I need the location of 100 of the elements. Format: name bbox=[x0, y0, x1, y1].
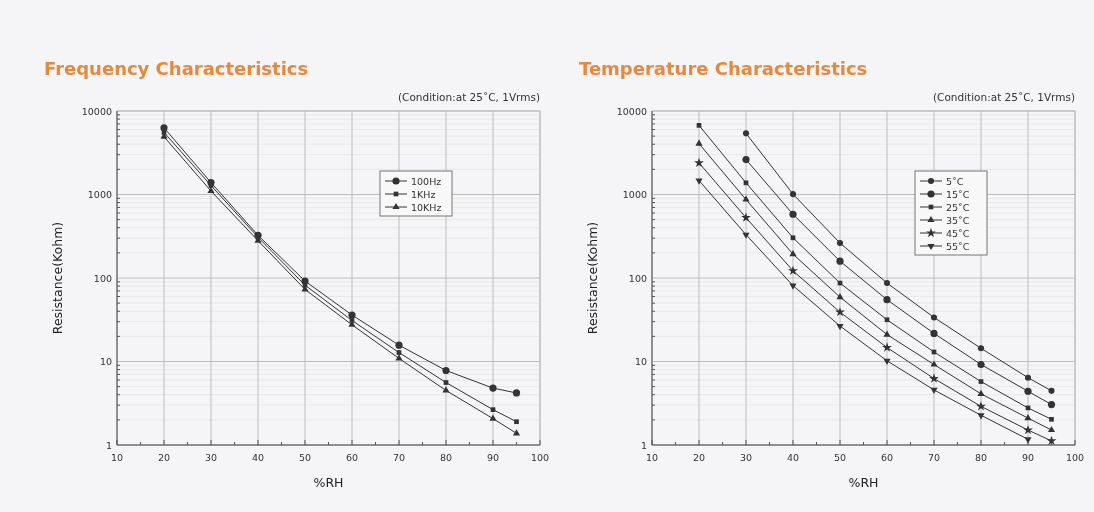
legend-label: 25˚C bbox=[946, 201, 970, 213]
chart-title: Temperature Characteristics bbox=[579, 58, 868, 79]
x-tick-label: 10 bbox=[110, 452, 124, 463]
x-tick-label: 20 bbox=[692, 452, 706, 463]
point bbox=[743, 180, 749, 186]
point bbox=[512, 429, 521, 436]
point bbox=[442, 386, 450, 393]
legend-label: 100Hz bbox=[411, 175, 442, 187]
point bbox=[977, 345, 985, 352]
y-axis-title: Resistance(Kohm) bbox=[50, 221, 65, 335]
y-tick-label: 1000 bbox=[87, 189, 112, 200]
legend-label: 10KHz bbox=[411, 201, 442, 213]
y-tick-label: 10000 bbox=[616, 105, 647, 117]
x-tick-label: 70 bbox=[927, 452, 941, 463]
point bbox=[348, 311, 356, 319]
x-tick-label: 20 bbox=[157, 452, 171, 463]
y-tick-label: 1000 bbox=[622, 189, 647, 200]
point bbox=[489, 414, 497, 421]
point bbox=[207, 186, 215, 194]
point bbox=[741, 212, 751, 222]
point bbox=[977, 389, 985, 396]
point bbox=[836, 293, 844, 300]
y-tick-label: 1 bbox=[105, 439, 112, 451]
x-axis-title: %RH bbox=[313, 475, 344, 490]
x-tick-label: 50 bbox=[833, 452, 847, 463]
point bbox=[1049, 416, 1054, 422]
y-tick-label: 100 bbox=[628, 272, 647, 284]
legend-label: 15˚C bbox=[946, 188, 970, 200]
point bbox=[789, 210, 797, 218]
chart-subtitle: (Condition:at 25˚C, 1Vrms) bbox=[397, 91, 540, 103]
x-tick-label: 30 bbox=[739, 452, 753, 463]
point bbox=[695, 139, 703, 146]
point bbox=[1046, 435, 1057, 446]
y-tick-label: 100 bbox=[93, 272, 112, 284]
legend-label: 55˚C bbox=[946, 240, 970, 252]
point bbox=[1047, 425, 1056, 433]
x-tick-label: 30 bbox=[204, 452, 218, 463]
y-tick-label: 10000 bbox=[81, 105, 112, 117]
x-tick-label: 90 bbox=[1021, 452, 1035, 463]
point bbox=[836, 257, 844, 265]
x-tick-label: 70 bbox=[392, 452, 406, 463]
point bbox=[930, 314, 938, 321]
x-tick-label: 60 bbox=[345, 452, 359, 463]
point bbox=[742, 130, 750, 137]
y-tick-label: 10 bbox=[634, 356, 647, 367]
point bbox=[788, 265, 798, 275]
point bbox=[694, 157, 704, 168]
x-tick-label: 80 bbox=[439, 452, 453, 463]
chart-subtitle: (Condition:at 25˚C, 1Vrms) bbox=[932, 91, 1075, 103]
point bbox=[929, 373, 939, 383]
point bbox=[1024, 413, 1032, 421]
x-tick-label: 80 bbox=[974, 452, 988, 463]
x-tick-label: 90 bbox=[486, 452, 500, 463]
point bbox=[514, 419, 519, 425]
x-tick-label: 40 bbox=[251, 452, 265, 463]
point bbox=[1023, 424, 1033, 435]
point bbox=[1047, 400, 1056, 409]
point bbox=[883, 280, 891, 287]
point bbox=[1048, 387, 1055, 394]
x-tick-label: 100 bbox=[530, 452, 550, 463]
point bbox=[395, 341, 403, 349]
y-axis-title: Resistance(Kohm) bbox=[585, 221, 600, 335]
legend-label: 1KHz bbox=[411, 188, 436, 200]
point bbox=[695, 178, 703, 185]
point bbox=[882, 342, 892, 352]
legend-label: 35˚C bbox=[946, 214, 970, 226]
x-tick-label: 10 bbox=[645, 452, 659, 463]
point bbox=[978, 379, 984, 384]
chart-title: Frequency Characteristics bbox=[44, 58, 309, 79]
point bbox=[930, 387, 938, 395]
x-tick-label: 100 bbox=[1065, 452, 1085, 463]
point bbox=[1024, 387, 1032, 395]
x-tick-label: 40 bbox=[786, 452, 800, 463]
x-tick-label: 60 bbox=[880, 452, 894, 463]
point bbox=[976, 401, 986, 411]
point bbox=[836, 240, 844, 247]
point bbox=[789, 250, 797, 257]
point bbox=[396, 350, 402, 355]
point bbox=[490, 407, 496, 412]
legend-label: 45˚C bbox=[946, 227, 970, 239]
point bbox=[443, 380, 449, 385]
point bbox=[790, 235, 796, 241]
point bbox=[930, 329, 938, 338]
point bbox=[930, 360, 938, 367]
y-tick-label: 1 bbox=[640, 439, 647, 451]
legend-label: 5˚C bbox=[946, 175, 964, 187]
y-tick-label: 10 bbox=[99, 356, 112, 367]
point bbox=[977, 360, 985, 369]
point bbox=[977, 413, 985, 420]
point bbox=[884, 317, 890, 323]
point bbox=[489, 384, 497, 392]
point bbox=[836, 323, 844, 331]
x-axis-title: %RH bbox=[848, 475, 879, 490]
point bbox=[696, 123, 702, 128]
point bbox=[1024, 374, 1032, 381]
x-tick-label: 50 bbox=[298, 452, 312, 463]
point bbox=[789, 191, 797, 198]
point bbox=[512, 389, 521, 397]
point bbox=[883, 296, 891, 304]
point bbox=[742, 195, 750, 202]
